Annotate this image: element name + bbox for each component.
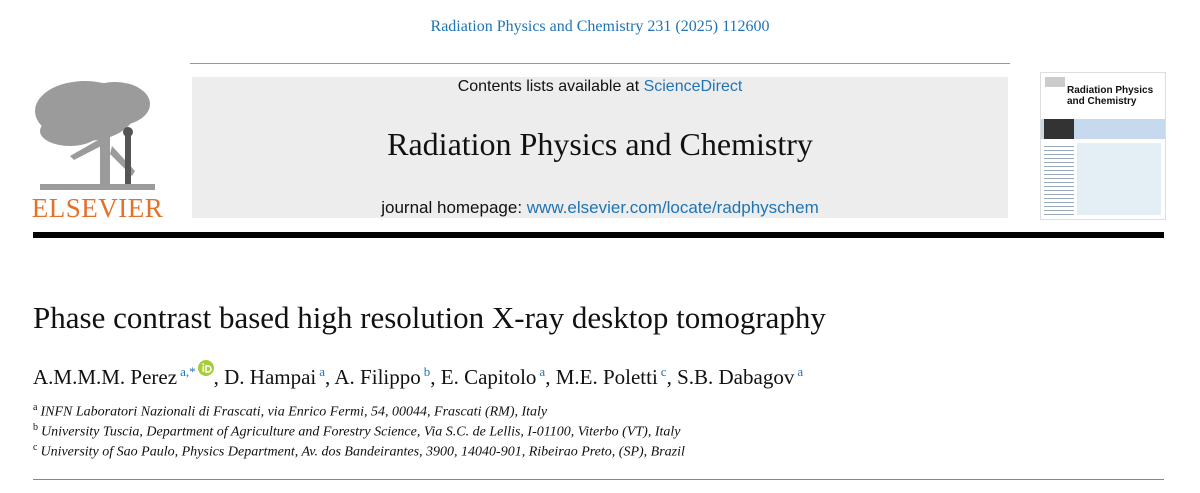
affiliation-label: c [33, 442, 38, 453]
cover-logo [1045, 77, 1065, 87]
affiliation-label: a [33, 402, 38, 413]
affiliation: c University of Sao Paulo, Physics Depart… [33, 442, 685, 461]
rule [190, 63, 1010, 64]
sciencedirect-link[interactable]: ScienceDirect [643, 78, 743, 95]
author-name[interactable]: A. Filippo [334, 365, 421, 389]
author-name[interactable]: M.E. Poletti [555, 365, 658, 389]
cover-list [1044, 143, 1074, 215]
citation[interactable]: Radiation Physics and Chemistry 231 (202… [430, 18, 770, 35]
affiliation: a INFN Laboratori Nazionali di Frascati, … [33, 402, 547, 421]
separator: , [666, 365, 678, 389]
author-name[interactable]: A.M.M.M. Perez [33, 365, 178, 389]
header-bar [33, 232, 1164, 238]
author-list: A.M.M.M. Perez a,*, D. Hampai a, A. Filipp… [33, 360, 803, 390]
author-name[interactable]: D. Hampai [224, 365, 317, 389]
separator: , [545, 365, 556, 389]
homepage-link[interactable]: www.elsevier.com/locate/radphyschem [526, 198, 819, 217]
separator: , [430, 365, 441, 389]
cover-image [1044, 119, 1074, 139]
journal-cover[interactable]: Radiation Physics and Chemistry [1040, 72, 1166, 220]
author-affiliation[interactable]: a [797, 364, 804, 379]
cover-title: Radiation Physics and Chemistry [1067, 85, 1154, 107]
contents-line: Contents lists available at ScienceDirec… [192, 78, 1008, 96]
author-affiliation[interactable]: c [660, 364, 667, 379]
affiliation-text: University Tuscia, Department of Agricul… [41, 424, 681, 440]
author-affiliation[interactable]: b [423, 364, 431, 379]
author-name[interactable]: S.B. Dabagov [677, 365, 795, 389]
cover-panel [1077, 143, 1161, 215]
author-name[interactable]: E. Capitolo [440, 365, 537, 389]
homepage-line: journal homepage: www.elsevier.com/locat… [192, 198, 1008, 218]
affiliation-text: INFN Laboratori Nazionali di Frascati, v… [40, 404, 548, 420]
author-affiliation[interactable]: a [539, 364, 546, 379]
elsevier-tree [35, 81, 155, 190]
affiliation-text: University of Sao Paulo, Physics Departm… [40, 444, 685, 460]
separator: , [213, 365, 225, 389]
header-box [192, 77, 1008, 218]
journal-title: Radiation Physics and Chemistry [387, 126, 813, 162]
affiliation-label: b [33, 422, 38, 433]
orcid-icon[interactable] [197, 360, 214, 376]
author-affiliation[interactable]: a [319, 364, 326, 379]
separator: , [325, 365, 335, 389]
contents-prefix: Contents lists available at [457, 78, 644, 95]
affiliation: b University Tuscia, Department of Agricu… [33, 422, 681, 441]
author-affiliation[interactable]: a,* [180, 364, 196, 379]
homepage-prefix: journal homepage: [381, 198, 527, 217]
rule [33, 479, 1164, 480]
article-title: Phase contrast based high resolution X-r… [33, 300, 826, 335]
publisher-logo: ELSEVIER [31, 193, 164, 223]
